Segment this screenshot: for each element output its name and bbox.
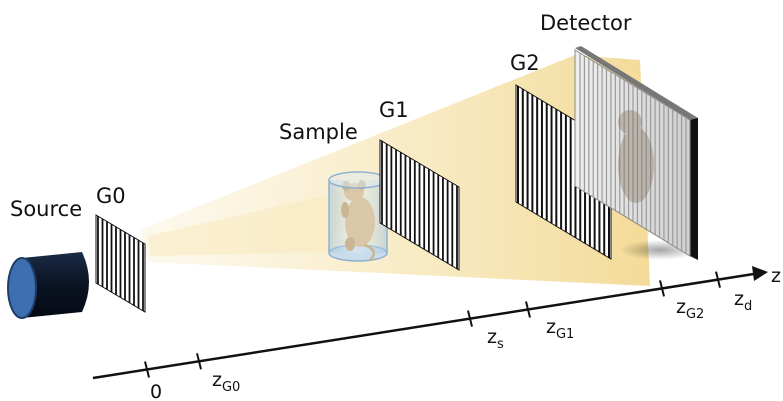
sample [328, 171, 388, 262]
tick-label-zG2: zG2 [676, 296, 704, 322]
source [7, 252, 89, 319]
svg-text:0: 0 [150, 381, 162, 401]
svg-text:zG1: zG1 [546, 316, 574, 342]
tick-label-zG1: zG1 [546, 316, 574, 342]
detector-top [575, 46, 698, 120]
svg-text:zs: zs [487, 326, 504, 352]
svg-text:zG0: zG0 [212, 369, 240, 395]
label-sample: Sample [279, 120, 358, 144]
label-detector: Detector [540, 11, 632, 35]
label-g0: G0 [96, 184, 126, 208]
grating-g1 [379, 139, 460, 271]
xray-beam-inner [148, 190, 350, 256]
axis-tick [525, 301, 531, 318]
detector-edge [690, 118, 698, 260]
svg-text:zG2: zG2 [676, 296, 704, 322]
tick-label-zG0: zG0 [212, 369, 240, 395]
z-axis [92, 266, 768, 380]
tick-label-zd: zd [734, 288, 752, 314]
svg-text:zd: zd [734, 288, 752, 314]
source-face [7, 257, 37, 319]
axis-tick [196, 353, 202, 370]
detector [574, 46, 700, 260]
detector-mouse-shadow [618, 110, 654, 203]
axis-name: z [771, 265, 781, 287]
axis-tick [715, 271, 721, 288]
tick-label-zs: zs [487, 326, 504, 352]
axis-tick [467, 310, 473, 327]
label-source: Source [10, 197, 82, 221]
axis-tick [659, 280, 665, 297]
label-g1: G1 [379, 98, 409, 122]
axis-tick [144, 361, 150, 378]
grating-g0 [95, 214, 146, 313]
axis-arrowhead [752, 266, 768, 281]
label-g2: G2 [510, 51, 540, 75]
source-cylinder [22, 252, 89, 318]
tick-label-0: 0 [150, 381, 162, 401]
